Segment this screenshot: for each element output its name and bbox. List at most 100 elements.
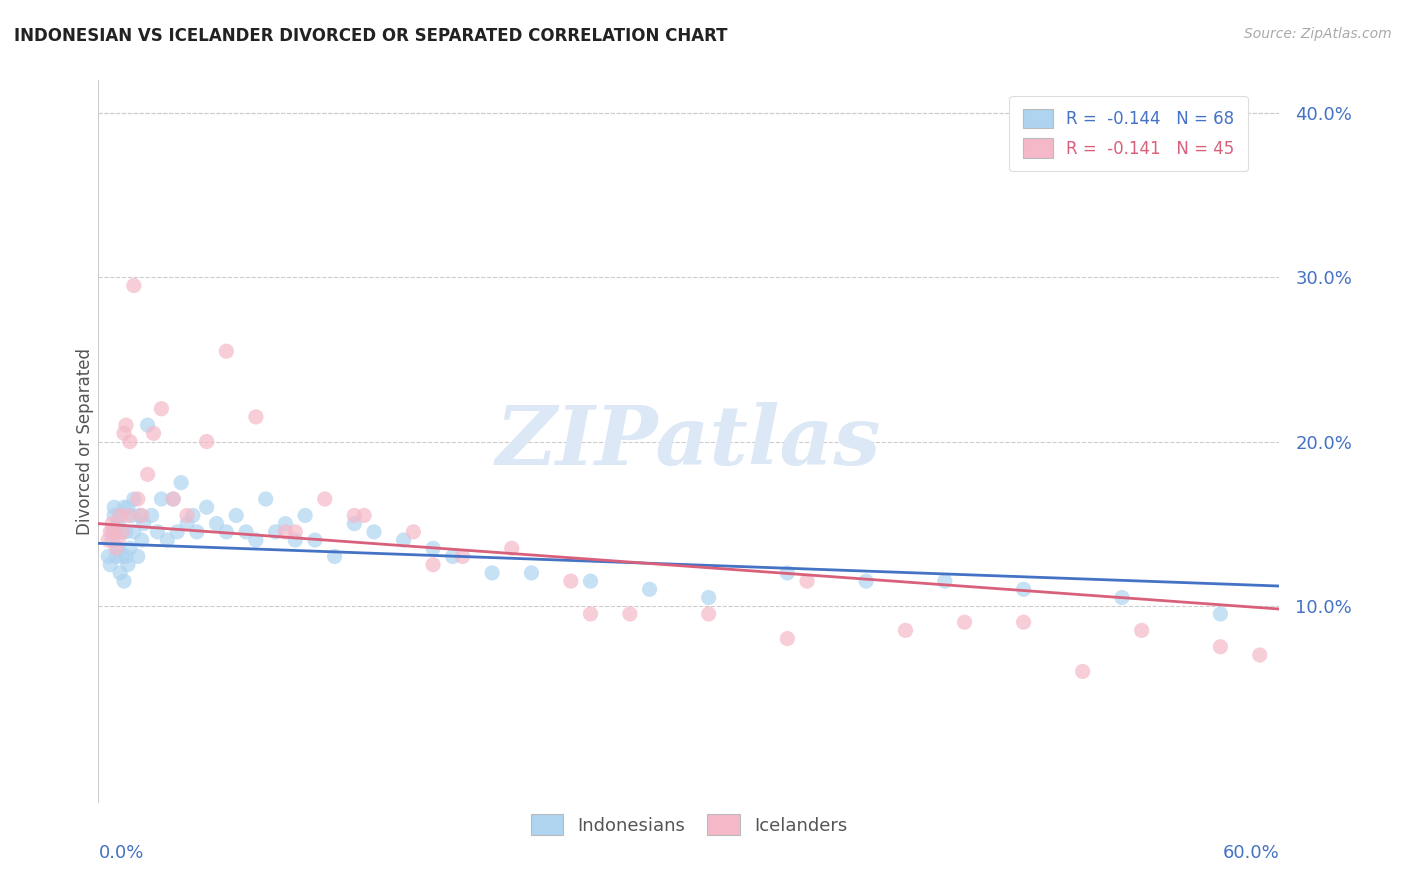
Point (215, 344, 238, 359)
Point (108, 566, 131, 580)
Point (156, 533, 179, 547)
Point (117, 508, 139, 523)
Point (1209, 640, 1232, 654)
Point (422, 541, 444, 556)
Point (619, 607, 641, 621)
Point (343, 516, 366, 531)
Point (343, 508, 366, 523)
Point (264, 524, 287, 539)
Point (122, 278, 145, 293)
Point (131, 508, 153, 523)
Point (181, 508, 204, 523)
Point (205, 516, 228, 531)
Point (98, 558, 121, 572)
Point (274, 524, 297, 539)
Point (176, 508, 198, 523)
Text: ZIPatlas: ZIPatlas (496, 401, 882, 482)
Point (115, 524, 138, 539)
Point (103, 508, 125, 523)
Point (122, 491, 145, 506)
Point (117, 558, 139, 572)
Point (176, 516, 198, 531)
Point (132, 516, 155, 531)
Point (115, 418, 138, 433)
Point (112, 426, 135, 441)
Point (136, 418, 159, 433)
Point (150, 401, 173, 416)
Point (1130, 624, 1153, 638)
Point (560, 574, 582, 588)
Point (441, 549, 464, 564)
Point (392, 533, 415, 547)
Text: INDONESIAN VS ICELANDER DIVORCED OR SEPARATED CORRELATION CHART: INDONESIAN VS ICELANDER DIVORCED OR SEPA… (14, 27, 727, 45)
Text: 60.0%: 60.0% (1223, 844, 1279, 862)
Point (103, 524, 125, 539)
Point (304, 533, 326, 547)
Point (105, 549, 128, 564)
Point (108, 508, 131, 523)
Point (776, 566, 799, 580)
Legend: Indonesians, Icelanders: Indonesians, Icelanders (522, 805, 856, 845)
Point (127, 549, 149, 564)
Point (103, 500, 125, 515)
Point (363, 524, 385, 539)
Point (111, 549, 134, 564)
Point (215, 524, 238, 539)
Point (111, 524, 134, 539)
Point (323, 549, 346, 564)
Point (112, 500, 135, 515)
Point (225, 508, 247, 523)
Point (141, 508, 163, 523)
Point (776, 632, 799, 646)
Point (579, 607, 602, 621)
Point (195, 500, 218, 515)
Point (101, 524, 124, 539)
Point (422, 558, 444, 572)
Point (501, 541, 523, 556)
Point (122, 524, 145, 539)
Point (274, 516, 297, 531)
Point (162, 491, 184, 506)
Point (254, 491, 277, 506)
Point (146, 524, 169, 539)
Point (162, 491, 184, 506)
Point (579, 574, 602, 588)
Point (107, 541, 129, 556)
Point (97, 549, 120, 564)
Point (128, 508, 150, 523)
Y-axis label: Divorced or Separated: Divorced or Separated (76, 348, 94, 535)
Point (520, 566, 543, 580)
Point (101, 516, 124, 531)
Point (115, 549, 138, 564)
Text: Source: ZipAtlas.com: Source: ZipAtlas.com (1244, 27, 1392, 41)
Point (451, 549, 474, 564)
Point (107, 516, 129, 531)
Point (894, 624, 917, 638)
Point (118, 541, 141, 556)
Point (1209, 607, 1232, 621)
Point (118, 434, 141, 449)
Point (105, 541, 128, 556)
Point (481, 566, 503, 580)
Point (105, 524, 128, 539)
Point (142, 426, 165, 441)
Point (697, 607, 720, 621)
Point (934, 574, 956, 588)
Point (284, 533, 307, 547)
Point (121, 508, 143, 523)
Point (235, 524, 257, 539)
Point (112, 574, 135, 588)
Point (101, 533, 124, 547)
Point (1012, 615, 1035, 630)
Point (1012, 582, 1035, 597)
Point (1071, 665, 1094, 679)
Point (98, 524, 121, 539)
Point (638, 582, 661, 597)
Point (150, 491, 173, 506)
Point (1111, 591, 1133, 605)
Point (136, 467, 159, 482)
Point (245, 409, 267, 424)
Point (953, 615, 976, 630)
Point (353, 508, 375, 523)
Point (314, 491, 336, 506)
